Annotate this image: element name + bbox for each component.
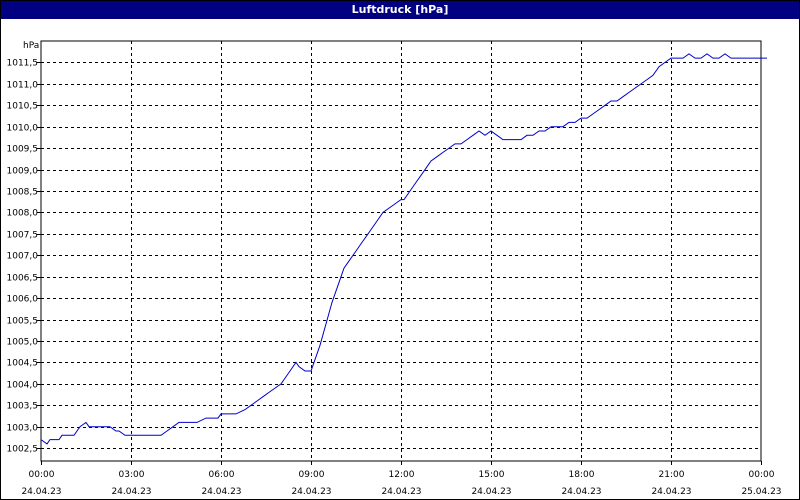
x-tick-time-label: 00:00 bbox=[29, 470, 55, 480]
y-tick-label: 1009,0 bbox=[7, 167, 39, 177]
y-tick-label: 1006,5 bbox=[7, 274, 39, 284]
y-tick-label: 1009,5 bbox=[7, 145, 39, 155]
x-tick-date-label: 25.04.23 bbox=[741, 487, 781, 497]
y-tick-label: 1004,5 bbox=[7, 359, 39, 369]
series-layer bbox=[40, 53, 767, 445]
x-tick-date-label: 24.04.23 bbox=[651, 487, 691, 497]
plot-frame bbox=[40, 40, 762, 462]
y-tick-label: 1004,0 bbox=[7, 381, 39, 391]
y-tick-label: 1006,0 bbox=[7, 295, 39, 305]
y-tick-label: 1005,0 bbox=[7, 338, 39, 348]
y-tick-label: 1008,0 bbox=[7, 209, 39, 219]
x-tick-date-label: 24.04.23 bbox=[111, 487, 151, 497]
x-tick-date-label: 24.04.23 bbox=[201, 487, 241, 497]
y-tick-label: 1007,5 bbox=[7, 231, 39, 241]
x-tick-time-label: 06:00 bbox=[209, 470, 235, 480]
y-unit-label: hPa bbox=[23, 41, 39, 51]
series-line bbox=[40, 53, 767, 445]
axis-labels: 1002,5 1003,0 1003,5 1004,0 1004,5 1005,0 1005… bbox=[7, 59, 782, 498]
window-title: Luftdruck [hPa] bbox=[1, 1, 799, 19]
y-tick-label: 1005,5 bbox=[7, 317, 39, 327]
y-tick-label: 1011,0 bbox=[7, 81, 39, 91]
y-tick-label: 1003,0 bbox=[7, 424, 39, 434]
y-tick-label: 1011,5 bbox=[7, 59, 39, 69]
x-tick-time-label: 15:00 bbox=[479, 470, 505, 480]
x-tick-time-label: 18:00 bbox=[569, 470, 595, 480]
y-tick-label: 1008,5 bbox=[7, 188, 39, 198]
x-tick-date-label: 24.04.23 bbox=[291, 487, 331, 497]
y-tick-label: 1010,0 bbox=[7, 124, 39, 134]
x-tick-date-label: 24.04.23 bbox=[561, 487, 601, 497]
x-tick-time-label: 09:00 bbox=[299, 470, 325, 480]
x-tick-date-label: 24.04.23 bbox=[21, 487, 61, 497]
x-tick-time-label: 00:00 bbox=[749, 470, 775, 480]
x-tick-date-label: 24.04.23 bbox=[471, 487, 511, 497]
y-tick-label: 1010,5 bbox=[7, 102, 39, 112]
x-tick-date-label: 24.04.23 bbox=[381, 487, 421, 497]
x-tick-time-label: 21:00 bbox=[659, 470, 685, 480]
x-tick-time-label: 03:00 bbox=[119, 470, 145, 480]
grid bbox=[37, 41, 762, 465]
x-tick-time-label: 12:00 bbox=[389, 470, 415, 480]
y-tick-label: 1007,0 bbox=[7, 252, 39, 262]
y-tick-label: 1002,5 bbox=[7, 445, 39, 455]
y-tick-label: 1003,5 bbox=[7, 402, 39, 412]
